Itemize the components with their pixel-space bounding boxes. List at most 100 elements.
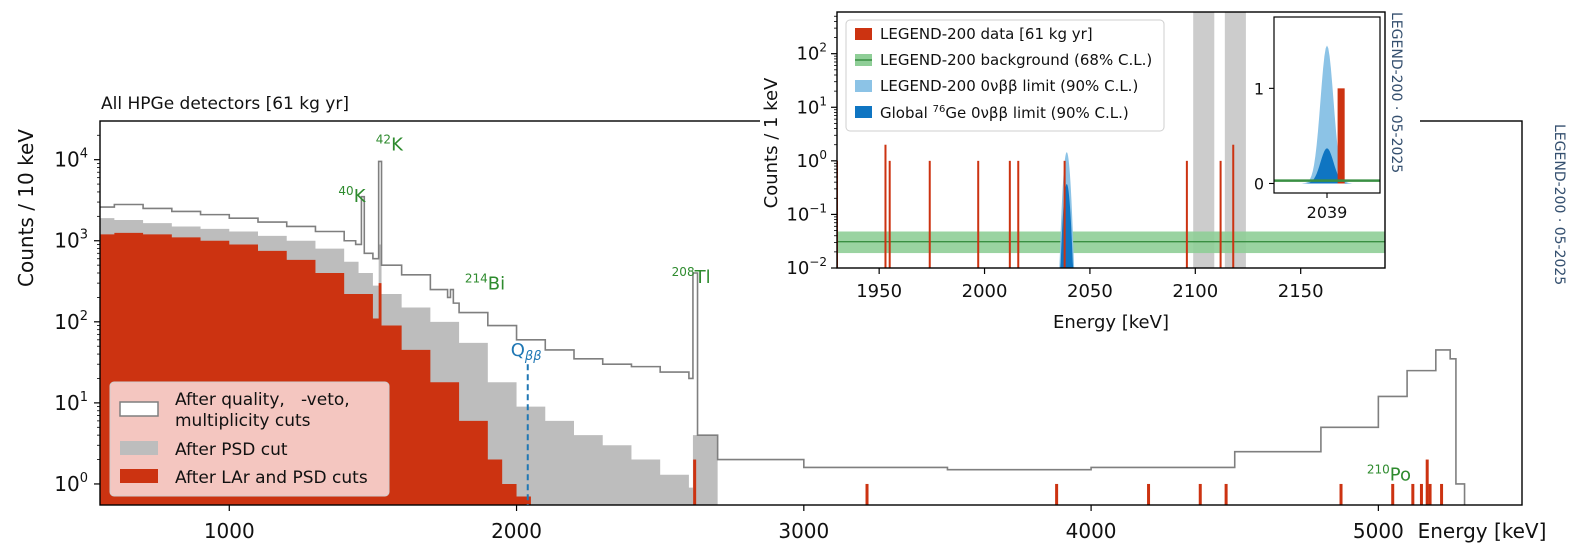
main-y-tick-base-3: 10 <box>54 229 79 253</box>
main-legend: After quality, -veto, multiplicity cuts … <box>109 381 390 497</box>
zoom-local-limit-peak <box>1301 45 1353 184</box>
inset-event-1 <box>884 144 887 268</box>
inset-y-tick-exp-4: 2 <box>819 41 827 55</box>
inset-legend: LEGEND-200 data [61 kg yr] LEGEND-200 ba… <box>845 19 1165 132</box>
q-value-label: Qββ <box>511 340 542 364</box>
inset-y-axis-label: Counts / 1 keV <box>761 77 782 208</box>
lar-psd-event-spike-11 <box>1428 483 1432 505</box>
lar-psd-event-spike-5 <box>1224 483 1228 505</box>
inset-event-5 <box>1008 160 1011 268</box>
isotope-label-2: 214Bi <box>465 272 505 295</box>
inset-x-axis-label: Energy [keV] <box>1053 312 1169 333</box>
main-y-tick-base-4: 10 <box>54 148 79 172</box>
main-y-axis-label: Counts / 10 keV <box>14 129 38 287</box>
inset-y-tick-label-2: 100 <box>796 148 827 172</box>
isotope-symbol-0: K <box>354 186 367 207</box>
inset-excluded-band-0 <box>1193 12 1215 268</box>
main-y-tick-label-2: 102 <box>54 309 88 334</box>
isotope-label-3: 208Tl <box>672 265 711 288</box>
inset-legend-label-bkg: LEGEND-200 background (68% C.L.) <box>880 51 1152 69</box>
main-y-tick-label-3: 103 <box>54 228 88 253</box>
lar-psd-event-spike-0 <box>693 459 697 505</box>
legend-label-quality-line2: multiplicity cuts <box>175 411 311 431</box>
main-y-tick-base-0: 10 <box>54 472 79 496</box>
zoom-y-tick-label-1: 1 <box>1254 79 1264 98</box>
main-x-tick-label-1000: 1000 <box>204 519 255 543</box>
lar-psd-event-spike-8 <box>1411 483 1415 505</box>
isotope-label-0: 40K <box>338 184 366 207</box>
inset-legend-label-local-limit: LEGEND-200 0νββ limit (90% C.L.) <box>880 77 1138 95</box>
inset-legend-global-word: Global <box>880 104 928 122</box>
lar-psd-event-spike-3 <box>1147 483 1151 505</box>
main-legend-box <box>109 381 390 497</box>
isotope-symbol-4: Po <box>1390 465 1411 486</box>
inset-plot-frame <box>836 11 1386 269</box>
main-y-tick-exp-2: 2 <box>80 309 88 324</box>
isotope-mass-2: 214 <box>465 272 488 286</box>
inset-y-tick-base-1: 10 <box>786 204 809 225</box>
isotope-symbol-2: Bi <box>488 274 505 295</box>
inset-excluded-band-1 <box>1224 12 1246 268</box>
inset-y-tick-label-1: 10−1 <box>786 201 827 225</box>
inset-y-tick-base-3: 10 <box>796 97 819 118</box>
inset-y-tick-exp-3: 1 <box>819 94 827 108</box>
main-x-tick-label-3000: 3000 <box>778 519 829 543</box>
inset-event-9 <box>1219 160 1222 268</box>
main-y-tick-exp-1: 1 <box>80 390 88 405</box>
inset-x-tick-label-2050: 2050 <box>1067 281 1113 302</box>
inset-legend-label-data: LEGEND-200 data [61 kg yr] <box>880 25 1093 43</box>
main-y-tick-exp-0: 0 <box>80 471 88 486</box>
legend-label-psd: After PSD cut <box>175 440 288 460</box>
legend-label-quality-line1: After quality, -veto, <box>175 390 350 410</box>
legend-swatch-psd <box>120 441 158 455</box>
lar-psd-event-spike-6 <box>1339 483 1343 505</box>
inset-x-tick-label-2100: 2100 <box>1172 281 1218 302</box>
isotope-symbol-3: Tl <box>694 267 711 288</box>
main-x-tick-label-4000: 4000 <box>1066 519 1117 543</box>
inset-legend-swatch-data <box>855 28 872 40</box>
inset-y-tick-base-4: 10 <box>796 44 819 65</box>
main-y-tick-exp-4: 4 <box>80 147 88 162</box>
lar-psd-event-spike-2 <box>1055 483 1059 505</box>
main-y-tick-exp-3: 3 <box>80 228 88 243</box>
isotope-mass-3: 208 <box>672 265 695 279</box>
zoom-x-tick-label-2039: 2039 <box>1307 203 1348 222</box>
q-value-label-sub: ββ <box>524 349 542 364</box>
inset-legend-global-mass: 76 <box>933 104 946 115</box>
inset-event-3 <box>928 160 931 268</box>
inset-event-8 <box>1185 160 1188 268</box>
inset-y-tick-label-3: 101 <box>796 94 827 118</box>
legend-swatch-quality <box>119 401 159 417</box>
isotope-symbol-1: K <box>391 134 404 155</box>
lar-psd-event-spike-7 <box>1391 483 1395 505</box>
main-y-tick-label-1: 101 <box>54 390 88 415</box>
lar-psd-event-spike-12 <box>1440 483 1444 505</box>
zoom-event-bar <box>1337 88 1345 184</box>
isotope-mass-1: 42 <box>376 132 391 146</box>
legend-swatch-lar-psd <box>120 469 158 483</box>
isotope-label-4: 210Po <box>1367 463 1411 486</box>
lar-psd-event-spike-1 <box>865 483 869 505</box>
legend-label-lar-psd: After LAr and PSD cuts <box>175 468 368 488</box>
lar-psd-event-spike-9 <box>1419 483 1423 505</box>
inset-legend-label-global-limit: Global 76Ge 0νββ limit (90% C.L.) <box>880 104 1129 122</box>
main-y-tick-base-1: 10 <box>54 391 79 415</box>
main-y-tick-label-4: 104 <box>54 147 88 172</box>
inset-legend-box <box>845 19 1165 132</box>
main-x-tick-label-2000: 2000 <box>491 519 542 543</box>
inset-y-tick-label-4: 102 <box>796 41 827 65</box>
main-y-tick-base-2: 10 <box>54 310 79 334</box>
inset-legend-swatch-local-limit <box>855 80 872 92</box>
inset-legend-global-rest: Ge 0νββ limit (90% C.L.) <box>945 104 1128 122</box>
isotope-mass-4: 210 <box>1367 463 1390 477</box>
inset-watermark: LEGEND-200 · 05-2025 <box>1388 12 1404 173</box>
lar-psd-event-spike-10 <box>1425 459 1429 505</box>
q-value-label-main: Q <box>511 340 525 361</box>
inset-legend-swatch-global-limit <box>855 106 872 118</box>
zoom-global-limit-peak <box>1301 148 1353 184</box>
main-chart-title: All HPGe detectors [61 kg yr] <box>101 94 349 114</box>
inset-y-tick-base-0: 10 <box>786 258 809 279</box>
inset-y-tick-base-2: 10 <box>796 151 819 172</box>
lar-psd-event-spike-4 <box>1198 483 1202 505</box>
